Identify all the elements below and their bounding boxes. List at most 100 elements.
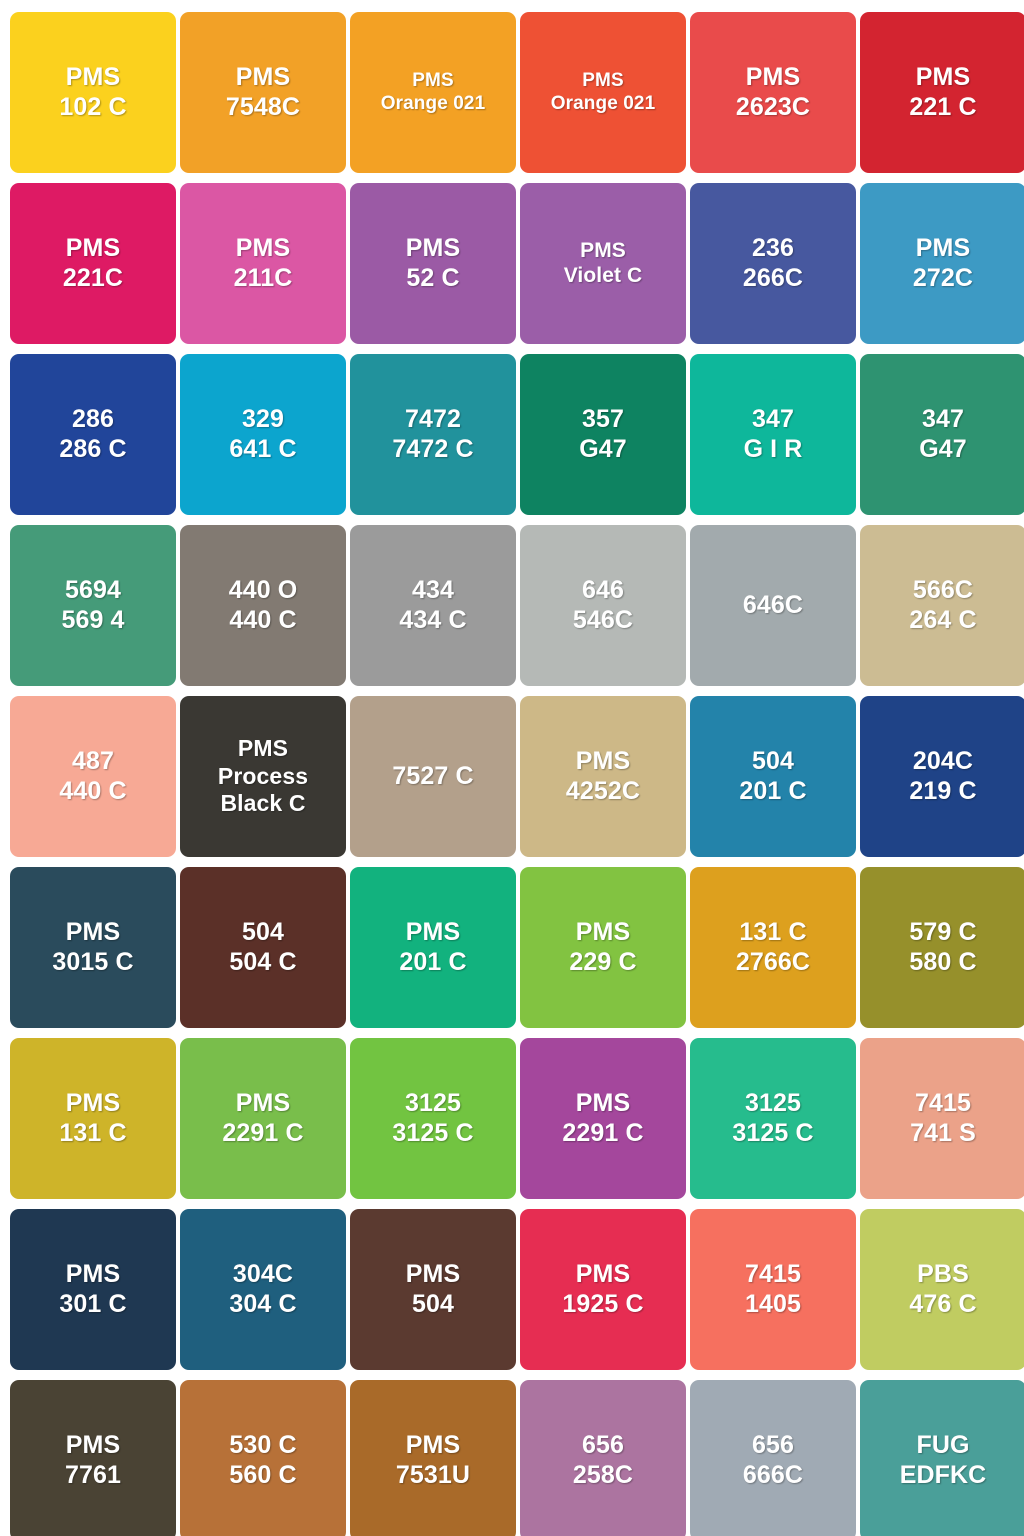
color-swatch[interactable]: 504 201 C	[690, 696, 856, 857]
color-swatch[interactable]: PMS 102 C	[10, 12, 176, 173]
color-swatch[interactable]: 566C 264 C	[860, 525, 1024, 686]
color-swatch[interactable]: PMS 52 C	[350, 183, 516, 344]
color-swatch[interactable]: 236 266C	[690, 183, 856, 344]
swatch-label-line: 504	[751, 747, 794, 775]
color-swatch[interactable]: 204C 219 C	[860, 696, 1024, 857]
color-swatch[interactable]: PMS Process Black C	[180, 696, 346, 857]
color-swatch[interactable]: PMS 2623C	[690, 12, 856, 173]
color-swatch[interactable]: 487 440 C	[10, 696, 176, 857]
color-swatch[interactable]: 646 546C	[520, 525, 686, 686]
color-swatch[interactable]: PMS 229 C	[520, 867, 686, 1028]
color-swatch[interactable]: PBS 476 C	[860, 1209, 1024, 1370]
color-swatch[interactable]: PMS 221C	[10, 183, 176, 344]
color-swatch[interactable]: PMS 7548C	[180, 12, 346, 173]
color-swatch[interactable]: PMS 301 C	[10, 1209, 176, 1370]
color-swatch[interactable]: 579 C 580 C	[860, 867, 1024, 1028]
swatch-label-line: PMS	[235, 63, 291, 91]
color-swatch[interactable]: PMS 3015 C	[10, 867, 176, 1028]
swatch-label-line: PMS	[575, 918, 631, 946]
swatch-label-line: EDFKC	[899, 1460, 987, 1489]
swatch-label-line: 301 C	[59, 1289, 127, 1318]
color-swatch[interactable]: PMS 1925 C	[520, 1209, 686, 1370]
swatch-label-line: PMS	[405, 1260, 461, 1288]
swatch-label-line: 487	[71, 747, 114, 775]
color-swatch[interactable]: 7415 741 S	[860, 1038, 1024, 1199]
swatch-label-line: 201 C	[739, 776, 807, 805]
swatch-label-line: PMS	[235, 234, 291, 262]
swatch-label-line: 566C	[912, 576, 974, 604]
color-swatch[interactable]: 656 666C	[690, 1380, 856, 1536]
swatch-label-line: 546C	[572, 605, 634, 634]
swatch-label-line: 504	[241, 918, 284, 946]
color-swatch[interactable]: PMS 211C	[180, 183, 346, 344]
swatch-label-line: 580 C	[909, 947, 977, 976]
swatch-label-line: 3015 C	[52, 947, 134, 976]
color-swatch[interactable]: 3125 3125 C	[350, 1038, 516, 1199]
color-swatch[interactable]: 7415 1405	[690, 1209, 856, 1370]
swatch-label-line: PMS	[237, 735, 289, 762]
swatch-label-line: 560 C	[229, 1460, 297, 1489]
color-swatch[interactable]: PMS Orange 021	[350, 12, 516, 173]
swatch-label-line: 347	[751, 405, 794, 433]
swatch-label-line: 440 O	[228, 576, 298, 604]
color-swatch[interactable]: PMS 201 C	[350, 867, 516, 1028]
swatch-label-line: PMS	[915, 63, 971, 91]
swatch-label-line: 264 C	[909, 605, 977, 634]
color-swatch[interactable]: 530 C 560 C	[180, 1380, 346, 1536]
color-swatch[interactable]: PMS 7531U	[350, 1380, 516, 1536]
color-swatch[interactable]: PMS 2291 C	[520, 1038, 686, 1199]
swatch-label-line: 3125	[404, 1089, 461, 1117]
color-swatch[interactable]: PMS 131 C	[10, 1038, 176, 1199]
color-swatch[interactable]: 7527 C	[350, 696, 516, 857]
color-swatch[interactable]: 656 258C	[520, 1380, 686, 1536]
color-swatch[interactable]: PMS 221 C	[860, 12, 1024, 173]
swatch-label-line: 221C	[62, 263, 124, 292]
swatch-label-line: 741 S	[910, 1118, 976, 1147]
color-swatch[interactable]: PMS 4252C	[520, 696, 686, 857]
swatch-label-line: 569 4	[61, 605, 125, 634]
color-swatch[interactable]: 434 434 C	[350, 525, 516, 686]
swatch-label-line: 504	[411, 1289, 454, 1318]
swatch-label-line: 357	[581, 405, 624, 433]
color-swatch[interactable]: 131 C 2766C	[690, 867, 856, 1028]
color-swatch[interactable]: PMS Violet C	[520, 183, 686, 344]
swatch-label-line: 286 C	[59, 434, 127, 463]
swatch-label-line: Orange 021	[550, 92, 656, 114]
swatch-label-line: PMS	[412, 70, 454, 92]
swatch-label-line: 530 C	[229, 1431, 297, 1459]
swatch-label-line: 2766C	[735, 947, 811, 976]
color-swatch[interactable]: 347 G47	[860, 354, 1024, 515]
swatch-label-line: PMS	[65, 1431, 121, 1459]
color-swatch[interactable]: PMS 272C	[860, 183, 1024, 344]
swatch-label-line: 236	[751, 234, 794, 262]
color-swatch[interactable]: 286 286 C	[10, 354, 176, 515]
swatch-label-line: 7761	[64, 1460, 121, 1489]
swatch-label-line: 347	[921, 405, 964, 433]
color-swatch[interactable]: 440 O 440 C	[180, 525, 346, 686]
color-swatch[interactable]: PMS 504	[350, 1209, 516, 1370]
swatch-label-line: PMS	[405, 234, 461, 262]
color-swatch[interactable]: 504 504 C	[180, 867, 346, 1028]
swatch-label-line: 476 C	[909, 1289, 977, 1318]
color-swatch[interactable]: 5694 569 4	[10, 525, 176, 686]
color-swatch[interactable]: 347 G I R	[690, 354, 856, 515]
color-swatch[interactable]: 329 641 C	[180, 354, 346, 515]
color-swatch[interactable]: PMS 2291 C	[180, 1038, 346, 1199]
swatch-label-line: PMS	[915, 234, 971, 262]
color-swatch[interactable]: PMS Orange 021	[520, 12, 686, 173]
swatch-label-line: PMS	[575, 747, 631, 775]
swatch-label-line: 2623C	[735, 92, 811, 121]
color-swatch[interactable]: 7472 7472 C	[350, 354, 516, 515]
color-swatch[interactable]: 357 G47	[520, 354, 686, 515]
swatch-label-line: Process	[217, 762, 309, 789]
color-swatch[interactable]: PMS 7761	[10, 1380, 176, 1536]
swatch-label-line: 258C	[572, 1460, 634, 1489]
color-swatch[interactable]: 646C	[690, 525, 856, 686]
color-swatch[interactable]: 3125 3125 C	[690, 1038, 856, 1199]
color-swatch[interactable]: FUG EDFKC	[860, 1380, 1024, 1536]
swatch-label-line: PMS	[65, 918, 121, 946]
swatch-label-line: 229 C	[569, 947, 637, 976]
swatch-label-line: G I R	[743, 434, 803, 463]
swatch-label-line: 201 C	[399, 947, 467, 976]
color-swatch[interactable]: 304C 304 C	[180, 1209, 346, 1370]
